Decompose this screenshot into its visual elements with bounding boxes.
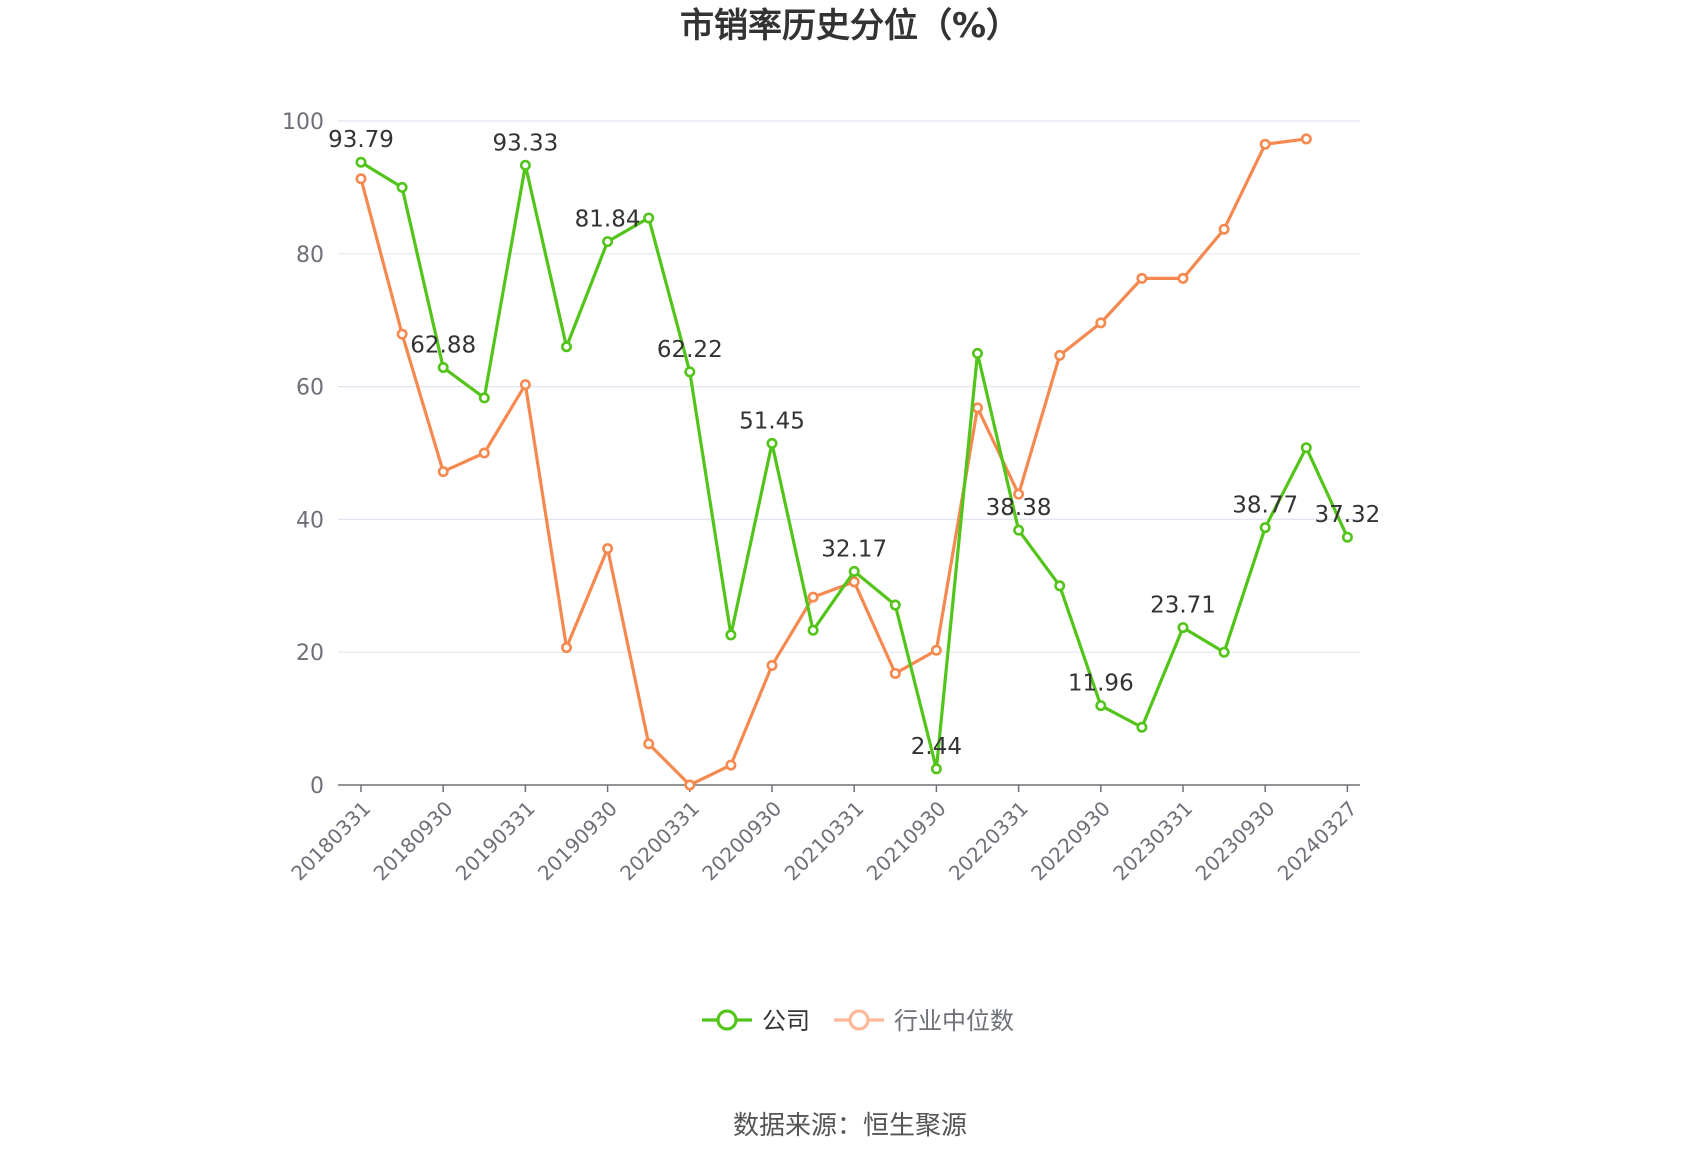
x-tick-label: 20180930 xyxy=(369,796,458,885)
data-point[interactable] xyxy=(725,759,737,771)
data-point[interactable] xyxy=(560,341,572,353)
data-point[interactable] xyxy=(478,447,490,459)
data-point[interactable] xyxy=(1259,522,1271,534)
data-label: 93.79 xyxy=(328,127,394,153)
x-tick-label: 20200930 xyxy=(697,796,786,885)
x-tick-label: 20180331 xyxy=(286,796,375,885)
data-point[interactable] xyxy=(1259,138,1271,150)
data-point[interactable] xyxy=(889,667,901,679)
data-labels: 93.79 62.88 93.33 81.84 62.22 51.45 32.17 2.44 3… xyxy=(328,127,1380,760)
data-point[interactable] xyxy=(519,379,531,391)
data-label: 38.38 xyxy=(986,495,1052,521)
y-tick-label: 80 xyxy=(296,243,324,268)
x-tick-label: 20210930 xyxy=(862,796,951,885)
data-point[interactable] xyxy=(930,763,942,775)
data-label: 93.33 xyxy=(492,130,558,156)
y-tick-label: 0 xyxy=(310,774,324,799)
data-point[interactable] xyxy=(1136,272,1148,284)
data-label: 51.45 xyxy=(739,408,805,434)
x-tick-label: 20200331 xyxy=(615,796,704,885)
x-tick-label: 20230930 xyxy=(1191,796,1280,885)
data-point[interactable] xyxy=(766,437,778,449)
data-point[interactable] xyxy=(396,328,408,340)
x-tick-label: 20190930 xyxy=(533,796,622,885)
data-point[interactable] xyxy=(1218,223,1230,235)
data-source: 数据来源：恒生聚源 xyxy=(733,1111,967,1141)
data-label: 37.32 xyxy=(1314,502,1380,528)
data-point[interactable] xyxy=(1054,580,1066,592)
legend[interactable]: 公司 行业中位数 xyxy=(702,1007,1014,1035)
series-industry-median xyxy=(355,133,1312,791)
series-line xyxy=(359,137,1307,787)
data-point[interactable] xyxy=(1013,488,1025,500)
data-label: 62.88 xyxy=(410,332,476,358)
x-tick-label: 20190331 xyxy=(451,796,540,885)
y-tick-label: 20 xyxy=(296,641,324,666)
data-point[interactable] xyxy=(930,644,942,656)
data-label: 23.71 xyxy=(1150,593,1216,619)
x-tick-label: 20240327 xyxy=(1273,796,1362,885)
legend-label: 公司 xyxy=(762,1007,810,1035)
data-point[interactable] xyxy=(889,599,901,611)
data-point[interactable] xyxy=(1013,524,1025,536)
x-tick-label: 20220331 xyxy=(944,796,1033,885)
data-point[interactable] xyxy=(1341,531,1353,543)
chart-title: 市销率历史分位（%） xyxy=(680,6,1020,46)
y-tick-label: 40 xyxy=(296,508,324,533)
data-label: 38.77 xyxy=(1232,493,1298,519)
data-label: 2.44 xyxy=(911,734,962,760)
data-point[interactable] xyxy=(971,347,983,359)
data-point[interactable] xyxy=(560,642,572,654)
x-tick-label: 20230331 xyxy=(1108,796,1197,885)
data-point[interactable] xyxy=(1300,442,1312,454)
x-tick-label: 20210331 xyxy=(780,796,869,885)
data-label: 11.96 xyxy=(1068,671,1134,697)
data-point[interactable] xyxy=(971,402,983,414)
data-point[interactable] xyxy=(807,591,819,603)
legend-marker xyxy=(716,1009,738,1031)
data-point[interactable] xyxy=(1177,622,1189,634)
data-point[interactable] xyxy=(1054,349,1066,361)
data-point[interactable] xyxy=(1300,133,1312,145)
data-point[interactable] xyxy=(807,624,819,636)
data-point[interactable] xyxy=(848,565,860,577)
data-label: 32.17 xyxy=(821,536,887,562)
y-tick-label: 60 xyxy=(296,376,324,401)
data-label: 62.22 xyxy=(657,337,723,363)
series-layer xyxy=(355,133,1353,791)
legend-label: 行业中位数 xyxy=(894,1007,1014,1035)
x-axis: 2018033120180930201903312019093020200331… xyxy=(286,784,1362,885)
data-point[interactable] xyxy=(602,543,614,555)
data-point[interactable] xyxy=(766,659,778,671)
data-point[interactable] xyxy=(602,236,614,248)
data-point[interactable] xyxy=(396,181,408,193)
data-point[interactable] xyxy=(437,466,449,478)
data-point[interactable] xyxy=(684,779,696,791)
data-point[interactable] xyxy=(1095,700,1107,712)
data-point[interactable] xyxy=(848,576,860,588)
x-tick-label: 20220930 xyxy=(1026,796,1115,885)
legend-item-company[interactable]: 公司 xyxy=(702,1007,810,1035)
data-point[interactable] xyxy=(355,173,367,185)
data-point[interactable] xyxy=(1136,721,1148,733)
data-point[interactable] xyxy=(478,392,490,404)
data-point[interactable] xyxy=(725,629,737,641)
data-label: 81.84 xyxy=(575,207,641,233)
y-axis: 0 20 40 60 80 100 xyxy=(282,110,324,799)
data-point[interactable] xyxy=(1218,646,1230,658)
data-point[interactable] xyxy=(1177,272,1189,284)
legend-item-industry-median[interactable]: 行业中位数 xyxy=(834,1007,1014,1035)
data-point[interactable] xyxy=(684,366,696,378)
data-point[interactable] xyxy=(643,738,655,750)
data-point[interactable] xyxy=(355,156,367,168)
legend-marker xyxy=(848,1009,870,1031)
data-point[interactable] xyxy=(519,159,531,171)
data-point[interactable] xyxy=(643,212,655,224)
y-tick-label: 100 xyxy=(282,110,324,135)
data-point[interactable] xyxy=(1095,317,1107,329)
series-company xyxy=(355,156,1353,775)
data-point[interactable] xyxy=(437,361,449,373)
